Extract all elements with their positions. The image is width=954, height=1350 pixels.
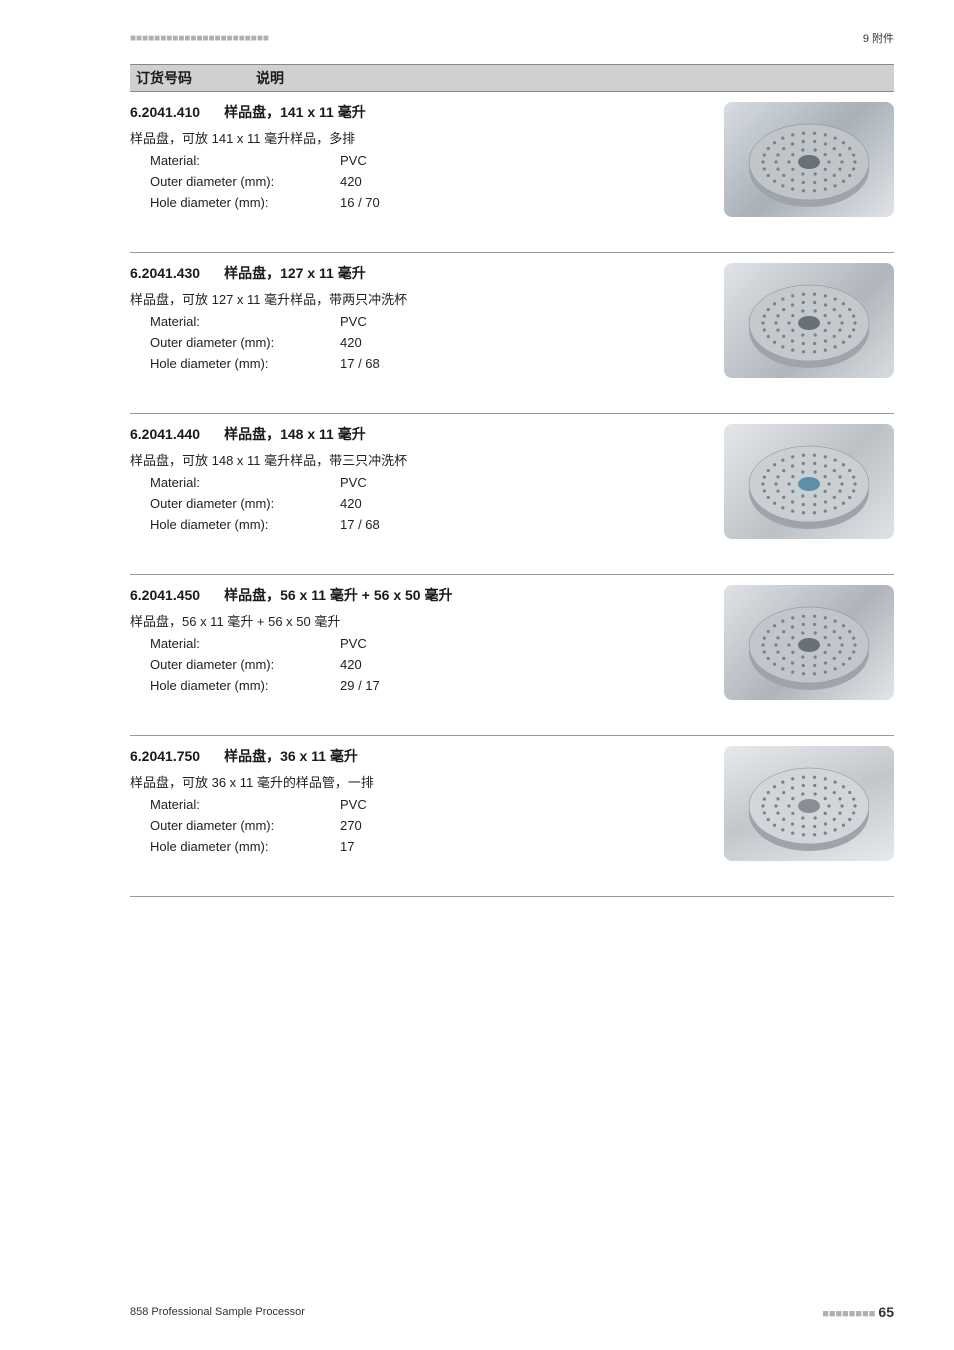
product-block: 6.2041.750 样品盘，36 x 11 毫升样品盘，可放 36 x 11 毫… [130,736,894,897]
spec-value: 17 / 68 [340,515,380,536]
spec-row: Outer diameter (mm):270 [130,816,704,837]
spec-value: 29 / 17 [340,676,380,697]
spec-value: PVC [340,151,367,172]
product-text: 6.2041.430 样品盘，127 x 11 毫升样品盘，可放 127 x 11… [130,263,724,374]
spec-label: Hole diameter (mm): [130,676,340,697]
footer-title: 858 Professional Sample Processor [130,1306,305,1318]
spec-row: Hole diameter (mm):17 [130,837,704,858]
product-code: 6.2041.750 [130,748,200,764]
product-text: 6.2041.750 样品盘，36 x 11 毫升样品盘，可放 36 x 11 毫… [130,746,724,857]
spec-row: Material:PVC [130,473,704,494]
spec-label: Hole diameter (mm): [130,837,340,858]
product-code: 6.2041.410 [130,104,200,120]
spec-row: Outer diameter (mm):420 [130,333,704,354]
page-footer: 858 Professional Sample Processor ■■■■■■… [130,1304,894,1320]
product-description: 样品盘，可放 148 x 11 毫升样品，带三只冲洗杯 [130,450,704,469]
product-text: 6.2041.410 样品盘，141 x 11 毫升样品盘，可放 141 x 11… [130,102,724,213]
product-image [724,424,894,539]
header-dashes: ■■■■■■■■■■■■■■■■■■■■■■■ [130,33,269,44]
product-title: 6.2041.410 样品盘，141 x 11 毫升 [130,102,704,122]
spec-row: Outer diameter (mm):420 [130,172,704,193]
product-title: 6.2041.750 样品盘，36 x 11 毫升 [130,746,704,766]
spec-row: Outer diameter (mm):420 [130,494,704,515]
spec-label: Outer diameter (mm): [130,333,340,354]
footer-dashes: ■■■■■■■■ [822,1308,875,1320]
product-image [724,102,894,217]
spec-row: Hole diameter (mm):29 / 17 [130,676,704,697]
spec-label: Outer diameter (mm): [130,816,340,837]
spec-row: Outer diameter (mm):420 [130,655,704,676]
spec-value: 420 [340,172,362,193]
product-name: 样品盘，141 x 11 毫升 [224,104,366,120]
product-text: 6.2041.450样品盘，56 x 11 毫升 + 56 x 50 毫升样品盘… [130,585,724,696]
product-block: 6.2041.450样品盘，56 x 11 毫升 + 56 x 50 毫升样品盘… [130,575,894,736]
product-code: 6.2041.450 [130,587,200,603]
product-description: 样品盘，56 x 11 毫升 + 56 x 50 毫升 [130,611,704,630]
product-title: 6.2041.450 样品盘，56 x 11 毫升 + 56 x 50 毫升 [130,585,704,605]
spec-label: Hole diameter (mm): [130,515,340,536]
product-name: 样品盘，56 x 11 毫升 + 56 x 50 毫升 [224,587,452,603]
header-description: 说明 [256,68,284,88]
product-block: 6.2041.440 样品盘，148 x 11 毫升样品盘，可放 148 x 11… [130,414,894,575]
spec-row: Hole diameter (mm):17 / 68 [130,515,704,536]
spec-label: Material: [130,795,340,816]
table-header: 订货号码 说明 [130,64,894,92]
product-image [724,746,894,861]
header-order-no: 订货号码 [136,68,256,88]
spec-value: 17 / 68 [340,354,380,375]
product-block: 6.2041.430 样品盘，127 x 11 毫升样品盘，可放 127 x 11… [130,253,894,414]
product-name: 样品盘，148 x 11 毫升 [224,426,366,442]
spec-label: Hole diameter (mm): [130,193,340,214]
product-description: 样品盘，可放 36 x 11 毫升的样品管，一排 [130,772,704,791]
spec-value: 270 [340,816,362,837]
page-number: 65 [878,1304,894,1320]
spec-row: Material:PVC [130,795,704,816]
spec-row: Material:PVC [130,151,704,172]
product-title: 6.2041.430 样品盘，127 x 11 毫升 [130,263,704,283]
section-label: 9 附件 [863,30,894,46]
spec-row: Material:PVC [130,312,704,333]
spec-row: Material:PVC [130,634,704,655]
spec-label: Material: [130,151,340,172]
spec-value: PVC [340,473,367,494]
spec-value: 420 [340,494,362,515]
spec-label: Outer diameter (mm): [130,494,340,515]
spec-value: 420 [340,655,362,676]
spec-value: 16 / 70 [340,193,380,214]
spec-value: 420 [340,333,362,354]
product-code: 6.2041.430 [130,265,200,281]
product-block: 6.2041.410 样品盘，141 x 11 毫升样品盘，可放 141 x 11… [130,92,894,253]
product-description: 样品盘，可放 127 x 11 毫升样品，带两只冲洗杯 [130,289,704,308]
top-bar: ■■■■■■■■■■■■■■■■■■■■■■■ 9 附件 [130,30,894,46]
product-code: 6.2041.440 [130,426,200,442]
spec-value: PVC [340,634,367,655]
product-image [724,263,894,378]
product-name: 样品盘，36 x 11 毫升 [224,748,358,764]
spec-value: PVC [340,795,367,816]
product-text: 6.2041.440 样品盘，148 x 11 毫升样品盘，可放 148 x 11… [130,424,724,535]
spec-label: Material: [130,634,340,655]
product-image [724,585,894,700]
footer-page: ■■■■■■■■ 65 [822,1304,894,1320]
spec-label: Outer diameter (mm): [130,172,340,193]
spec-value: PVC [340,312,367,333]
spec-label: Hole diameter (mm): [130,354,340,375]
product-name: 样品盘，127 x 11 毫升 [224,265,366,281]
spec-row: Hole diameter (mm):17 / 68 [130,354,704,375]
product-description: 样品盘，可放 141 x 11 毫升样品，多排 [130,128,704,147]
spec-label: Material: [130,473,340,494]
product-title: 6.2041.440 样品盘，148 x 11 毫升 [130,424,704,444]
spec-row: Hole diameter (mm):16 / 70 [130,193,704,214]
spec-label: Material: [130,312,340,333]
spec-value: 17 [340,837,354,858]
spec-label: Outer diameter (mm): [130,655,340,676]
